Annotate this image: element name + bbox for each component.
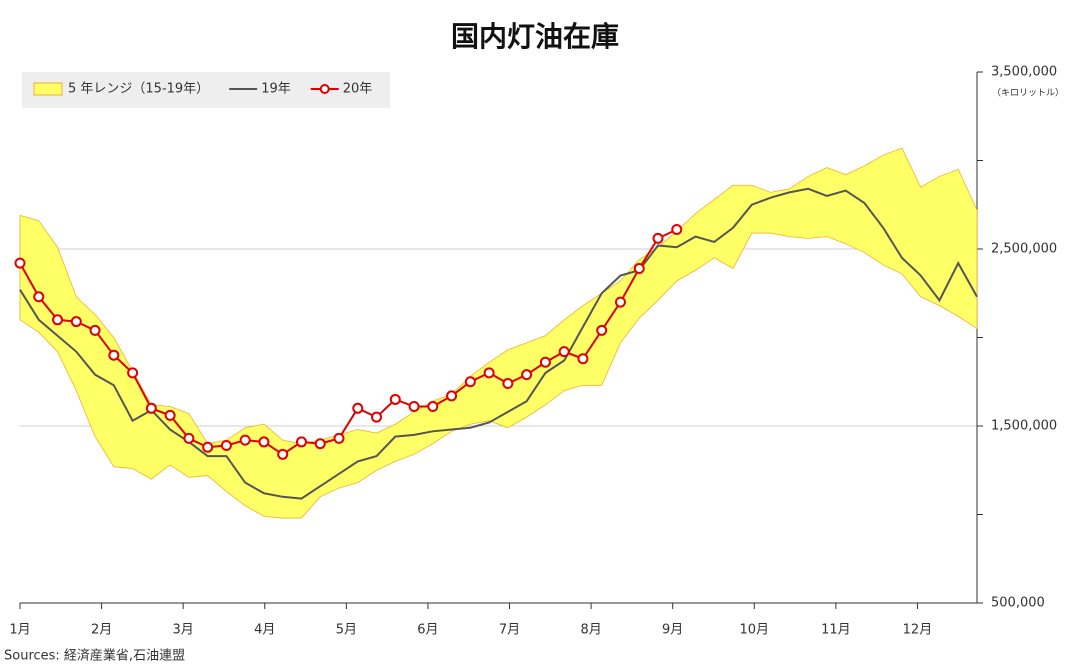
marker (314, 438, 326, 450)
y-tick-label: 500,000 (991, 596, 1045, 611)
x-tick-label: 2月 (91, 623, 112, 638)
y-tick-label: 2,500,000 (991, 242, 1057, 257)
marker (652, 232, 664, 244)
x-tick-label: 9月 (662, 623, 683, 638)
legend-swatch (33, 82, 63, 96)
marker (577, 353, 589, 365)
marker (596, 324, 608, 336)
marker (614, 296, 626, 308)
x-tick-label: 4月 (254, 623, 275, 638)
marker (164, 409, 176, 421)
marker (89, 324, 101, 336)
y-tick-label: 1,500,000 (991, 419, 1057, 434)
marker (371, 411, 383, 423)
marker (183, 432, 195, 444)
chart-title: 国内灯油在庫 (451, 20, 619, 53)
x-tick-label: 3月 (173, 623, 194, 638)
marker (446, 390, 458, 402)
marker (352, 402, 364, 414)
marker (633, 262, 645, 274)
marker (389, 393, 401, 405)
marker (408, 401, 420, 413)
marker (52, 314, 64, 326)
marker (502, 378, 514, 390)
legend-label: 5 年レンジ（15-19年） (68, 82, 209, 97)
marker (333, 432, 345, 444)
marker (108, 349, 120, 361)
marker (483, 367, 495, 379)
range-band (19, 147, 978, 519)
x-tick-label: 10月 (739, 623, 769, 638)
marker (671, 224, 683, 236)
marker (539, 356, 551, 368)
y-tick-label: 3,500,000 (991, 65, 1057, 80)
marker (558, 346, 570, 358)
marker (220, 439, 232, 451)
marker (202, 441, 214, 453)
legend-marker (319, 84, 330, 94)
x-tick-label: 5月 (336, 623, 357, 638)
x-tick-label: 11月 (821, 623, 851, 638)
x-tick-label: 1月 (9, 623, 30, 638)
marker (521, 369, 533, 381)
marker (70, 316, 82, 328)
marker (145, 402, 157, 414)
legend-label: 20年 (343, 82, 373, 97)
x-tick-label: 7月 (499, 623, 520, 638)
marker (14, 257, 26, 269)
marker (258, 436, 270, 448)
marker (239, 434, 251, 446)
line (19, 187, 978, 500)
marker (464, 376, 476, 388)
marker (427, 401, 439, 413)
legend-label: 19年 (261, 82, 291, 97)
marker (295, 436, 307, 448)
x-tick-label: 8月 (580, 623, 601, 638)
legend: 5 年レンジ（15-19年） 19年 20年 (22, 72, 390, 108)
x-tick-label: 6月 (417, 623, 438, 638)
marker (277, 448, 289, 460)
marker (33, 291, 45, 303)
source: Sources: 経済産業省,石油連盟 (4, 648, 185, 664)
y-axis-unit: （キロリットル） (992, 88, 1064, 99)
x-tick-label: 12月 (903, 623, 933, 638)
marker (127, 367, 139, 379)
